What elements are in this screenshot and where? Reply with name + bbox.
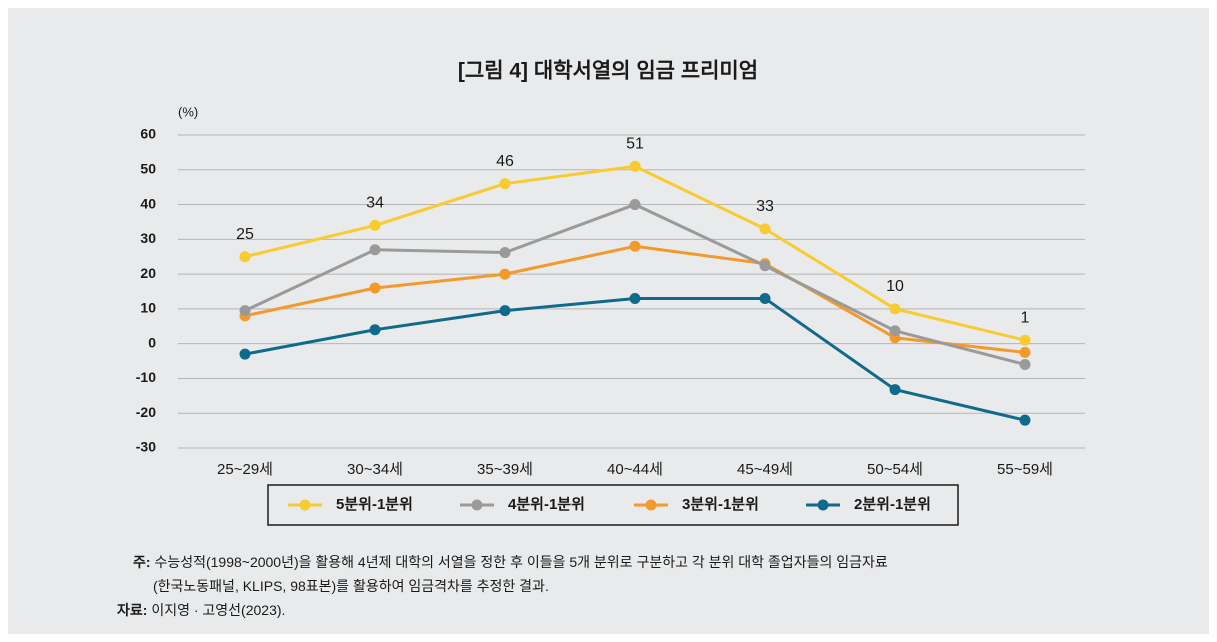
legend-marker: [299, 499, 311, 511]
data-point: [499, 268, 511, 280]
data-point: [369, 219, 381, 231]
data-point: [1019, 346, 1031, 358]
data-label: 25: [236, 226, 254, 243]
data-label: 1: [1021, 309, 1030, 326]
x-tick-label: 30~34세: [347, 461, 403, 478]
data-point: [499, 247, 511, 259]
data-point: [759, 292, 771, 304]
data-point: [239, 305, 251, 317]
series-line: [244, 296, 1026, 422]
data-point: [889, 384, 901, 396]
data-point: [369, 324, 381, 336]
data-point: [369, 282, 381, 294]
note-text: 수능성적(1998~2000년)을 활용해 4년제 대학의 서열을 정한 후 이…: [154, 554, 888, 570]
y-tick-label: -10: [136, 369, 156, 385]
legend-label: 2분위-1분위: [854, 496, 931, 513]
data-point: [499, 305, 511, 317]
data-point: [1019, 334, 1031, 346]
data-point: [239, 348, 251, 360]
source-label: 자료:: [117, 602, 148, 618]
data-label: 46: [496, 153, 514, 170]
y-tick-label: 30: [140, 230, 156, 246]
note: 주: 수능성적(1998~2000년)을 활용해 4년제 대학의 서열을 정한 …: [133, 552, 888, 572]
data-point: [369, 244, 381, 256]
figure: [그림 4] 대학서열의 임금 프리미엄 (%) -30 -20 -10 0 10 20 3…: [8, 8, 1209, 634]
data-label: 34: [366, 195, 384, 212]
x-tick-label: 50~54세: [867, 461, 923, 478]
x-tick-label: 55~59세: [997, 461, 1053, 478]
source: 자료: 이지영 · 고영선(2023).: [117, 600, 285, 620]
legend-marker: [817, 499, 829, 511]
data-point: [759, 223, 771, 235]
data-point: [499, 178, 511, 190]
y-tick-label: 40: [140, 195, 156, 211]
legend-marker: [645, 499, 657, 511]
data-point: [629, 160, 641, 172]
data-label: 33: [756, 198, 774, 215]
y-tick-label: 0: [148, 334, 156, 350]
x-tick-label: 35~39세: [477, 461, 533, 478]
data-point: [629, 199, 641, 211]
data-point: [889, 303, 901, 315]
note-text: (한국노동패널, KLIPS, 98표본)를 활용하여 임금격차를 추정한 결과…: [153, 578, 549, 594]
y-tick-label: 60: [140, 126, 156, 142]
legend-box: [267, 484, 959, 526]
legend-label: 4분위-1분위: [508, 496, 585, 513]
y-tick-label: 20: [140, 265, 156, 281]
data-point: [629, 292, 641, 304]
x-tick-label: 25~29세: [217, 461, 273, 478]
series-line: [244, 164, 1026, 342]
y-tick-label: -30: [136, 439, 156, 455]
chart: [그림 4] 대학서열의 임금 프리미엄 (%) -30 -20 -10 0 10 20 3…: [136, 60, 1085, 526]
y-unit: (%): [178, 104, 198, 119]
data-label: 51: [626, 136, 644, 153]
chart-title: [그림 4] 대학서열의 임금 프리미엄: [458, 60, 758, 83]
data-label: 10: [886, 278, 904, 295]
data-point: [239, 251, 251, 263]
y-tick-label: -20: [136, 404, 156, 420]
legend-label: 3분위-1분위: [682, 496, 759, 513]
note-label: 주:: [133, 554, 151, 570]
x-tick-label: 45~49세: [737, 461, 793, 478]
y-tick-label: 10: [140, 300, 156, 316]
data-point: [889, 325, 901, 337]
legend-marker: [471, 499, 483, 511]
x-tick-label: 40~44세: [607, 461, 663, 478]
data-point: [1019, 359, 1031, 371]
data-point: [759, 260, 771, 272]
legend-label: 5분위-1분위: [336, 496, 413, 513]
y-tick-label: 50: [140, 160, 156, 176]
source-text: 이지영 · 고영선(2023).: [151, 602, 286, 618]
data-point: [629, 240, 641, 252]
data-point: [1019, 414, 1031, 426]
